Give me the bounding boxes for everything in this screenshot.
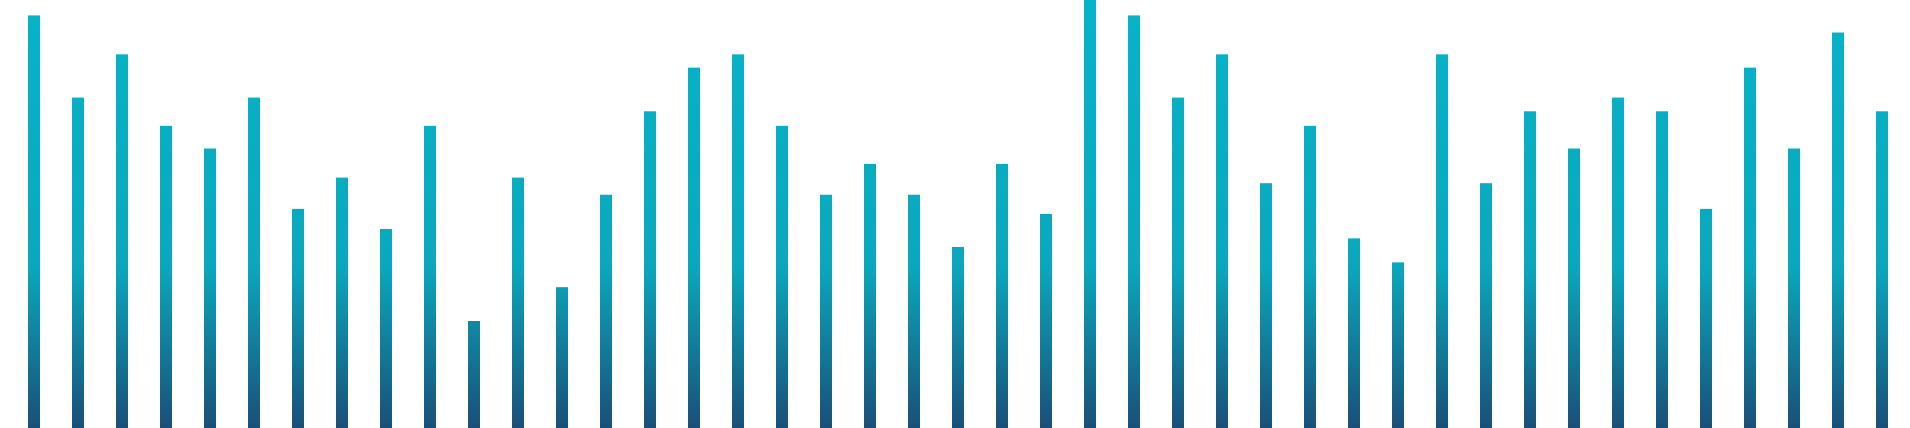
bar-1 xyxy=(28,15,40,428)
bar-5 xyxy=(204,148,216,428)
bar-25 xyxy=(1084,0,1096,428)
bar-42 xyxy=(1832,32,1844,428)
bar-6 xyxy=(248,97,260,428)
bar-9 xyxy=(380,228,392,428)
bar-18 xyxy=(776,125,788,428)
bar-17 xyxy=(732,54,744,428)
bar-35 xyxy=(1524,111,1536,428)
bar-36 xyxy=(1568,148,1580,428)
bar-40 xyxy=(1744,67,1756,428)
bar-28 xyxy=(1216,54,1228,428)
bars-group xyxy=(28,0,1888,428)
bar-23 xyxy=(996,163,1008,428)
bar-3 xyxy=(116,54,128,428)
bar-37 xyxy=(1612,97,1624,428)
bar-26 xyxy=(1128,15,1140,428)
bar-4 xyxy=(160,125,172,428)
bar-32 xyxy=(1392,262,1404,428)
bar-27 xyxy=(1172,97,1184,428)
bar-22 xyxy=(952,246,964,428)
bar-41 xyxy=(1788,148,1800,428)
bar-12 xyxy=(512,177,524,428)
bar-2 xyxy=(72,97,84,428)
bar-29 xyxy=(1260,183,1272,428)
bar-14 xyxy=(600,194,612,428)
bar-8 xyxy=(336,177,348,428)
bar-15 xyxy=(644,111,656,428)
bar-24 xyxy=(1040,214,1052,428)
bar-11 xyxy=(468,321,480,428)
bar-43 xyxy=(1876,111,1888,428)
bar-33 xyxy=(1436,54,1448,428)
bar-13 xyxy=(556,287,568,428)
bar-16 xyxy=(688,67,700,428)
bar-39 xyxy=(1700,208,1712,428)
bar-19 xyxy=(820,194,832,428)
bar-38 xyxy=(1656,111,1668,428)
bar-34 xyxy=(1480,183,1492,428)
bar-31 xyxy=(1348,238,1360,428)
bar-20 xyxy=(864,163,876,428)
bar-10 xyxy=(424,125,436,428)
bar-30 xyxy=(1304,125,1316,428)
bar-21 xyxy=(908,194,920,428)
bar-7 xyxy=(292,208,304,428)
